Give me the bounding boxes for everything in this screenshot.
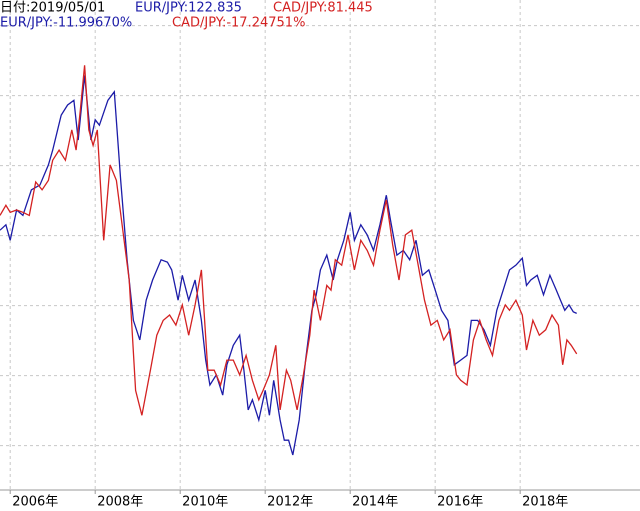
grid [0, 0, 640, 490]
cad-price: CAD/JPY:81.445 [273, 1, 373, 16]
x-axis-labels: 2006年 2008年 2010年 2012年 2014年 2016年 2018年 [9, 490, 568, 510]
legend-entry: EUR/JPY:-11.99670% [0, 16, 132, 31]
series-line [0, 65, 578, 416]
x-tick-label: 2016年 [437, 495, 483, 510]
x-tick-label: 2018年 [522, 495, 568, 510]
x-tick-label: 2014年 [352, 495, 398, 510]
plot [0, 65, 578, 456]
eur-price: EUR/JPY:122.835 [135, 1, 242, 16]
series-line [0, 75, 577, 456]
x-tick-label: 2006年 [12, 495, 58, 510]
date-label: 日付:2019/05/01 [0, 1, 105, 16]
legend-entry: CAD/JPY:-17.24751% [172, 16, 305, 31]
x-tick-label: 2010年 [182, 495, 228, 510]
x-tick-label: 2008年 [97, 495, 143, 510]
x-tick-label: 2012年 [267, 495, 313, 510]
